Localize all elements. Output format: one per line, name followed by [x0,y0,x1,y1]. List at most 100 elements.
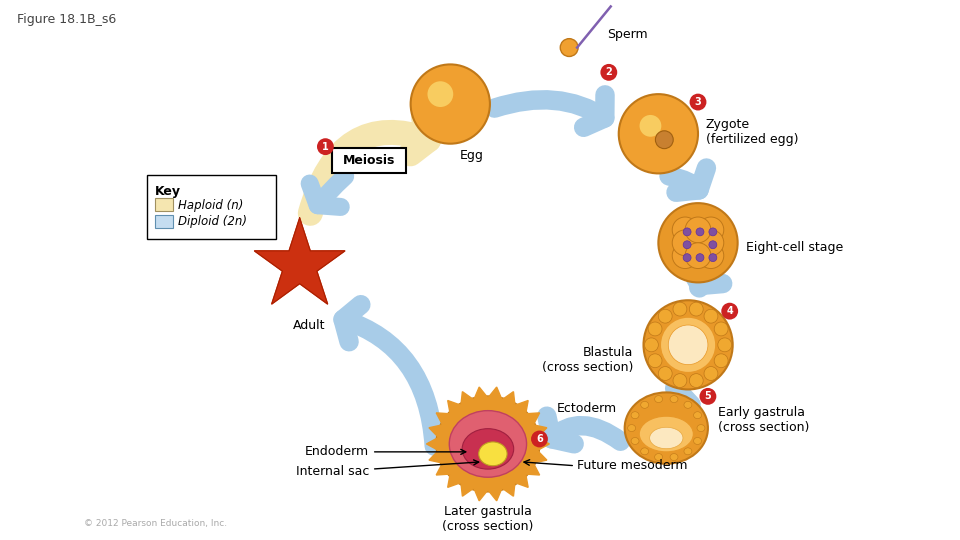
Circle shape [689,302,703,316]
Circle shape [639,115,661,137]
Text: Figure 18.1B_s6: Figure 18.1B_s6 [17,13,116,26]
Circle shape [600,64,617,81]
Ellipse shape [697,424,705,431]
Polygon shape [501,392,515,406]
Text: Diploid (2n): Diploid (2n) [178,215,247,228]
Circle shape [704,309,718,323]
Text: 5: 5 [705,392,711,401]
Ellipse shape [449,410,527,477]
Text: Blastula
(cross section): Blastula (cross section) [542,346,634,374]
Circle shape [684,241,691,249]
Circle shape [561,39,578,57]
Polygon shape [461,392,474,406]
Text: Egg: Egg [460,148,484,161]
Text: Endoderm: Endoderm [305,446,466,458]
Ellipse shape [631,437,639,444]
Circle shape [619,94,698,173]
Circle shape [672,230,698,255]
Polygon shape [515,474,528,488]
Text: 4: 4 [727,306,733,316]
Circle shape [698,243,724,268]
Polygon shape [473,488,489,501]
Circle shape [689,374,703,388]
Polygon shape [525,463,540,475]
Circle shape [714,354,728,368]
Ellipse shape [462,429,514,469]
Circle shape [684,254,691,261]
Polygon shape [447,401,462,414]
Circle shape [427,81,453,107]
Circle shape [700,388,716,405]
Polygon shape [447,474,462,488]
Circle shape [698,217,724,243]
Ellipse shape [670,396,678,402]
Circle shape [648,322,662,336]
Circle shape [685,243,711,268]
Ellipse shape [670,454,678,461]
Polygon shape [488,387,502,400]
Ellipse shape [655,454,662,461]
Ellipse shape [640,448,649,455]
Text: Sperm: Sperm [607,28,647,40]
Text: Eight-cell stage: Eight-cell stage [746,241,843,254]
Ellipse shape [684,401,692,408]
Circle shape [672,217,698,243]
Polygon shape [429,450,443,463]
Circle shape [660,317,716,373]
FancyBboxPatch shape [147,176,276,239]
Polygon shape [473,387,489,400]
Circle shape [698,230,724,255]
Circle shape [659,203,737,282]
Ellipse shape [693,411,702,418]
Polygon shape [436,463,450,475]
Circle shape [659,309,672,323]
Circle shape [696,228,704,236]
Text: 6: 6 [536,434,542,444]
Polygon shape [533,424,547,438]
Ellipse shape [625,393,708,464]
Circle shape [648,354,662,368]
Circle shape [721,303,738,320]
Ellipse shape [655,396,662,402]
Polygon shape [488,488,502,501]
Polygon shape [429,424,443,438]
Polygon shape [525,413,540,426]
Circle shape [718,338,732,352]
Text: 3: 3 [695,97,702,107]
Circle shape [317,138,334,155]
Ellipse shape [639,416,693,452]
Circle shape [685,217,711,243]
Polygon shape [426,437,439,451]
FancyBboxPatch shape [332,147,406,173]
Polygon shape [436,413,450,426]
Circle shape [714,322,728,336]
Circle shape [696,254,704,261]
Text: 2: 2 [606,68,612,77]
Polygon shape [461,482,474,496]
Circle shape [411,64,490,144]
Circle shape [656,131,673,149]
Circle shape [704,367,718,381]
Polygon shape [501,482,515,496]
Text: Early gastrula
(cross section): Early gastrula (cross section) [718,406,809,434]
Text: Future mesoderm: Future mesoderm [577,459,687,472]
Circle shape [708,228,717,236]
Text: Ectoderm: Ectoderm [557,402,616,415]
Ellipse shape [650,427,683,449]
Bar [155,198,173,211]
Text: Key: Key [155,185,181,198]
Text: Internal sac: Internal sac [296,460,479,478]
Polygon shape [533,450,547,463]
Text: Later gastrula
(cross section): Later gastrula (cross section) [443,505,534,534]
Ellipse shape [684,448,692,455]
Circle shape [531,430,548,448]
Ellipse shape [437,396,540,491]
Polygon shape [254,218,345,304]
Circle shape [643,300,732,389]
Ellipse shape [631,411,639,418]
Circle shape [644,338,659,352]
Ellipse shape [640,401,649,408]
Text: 1: 1 [322,141,328,152]
Ellipse shape [628,424,636,431]
Text: Haploid (n): Haploid (n) [178,199,243,212]
